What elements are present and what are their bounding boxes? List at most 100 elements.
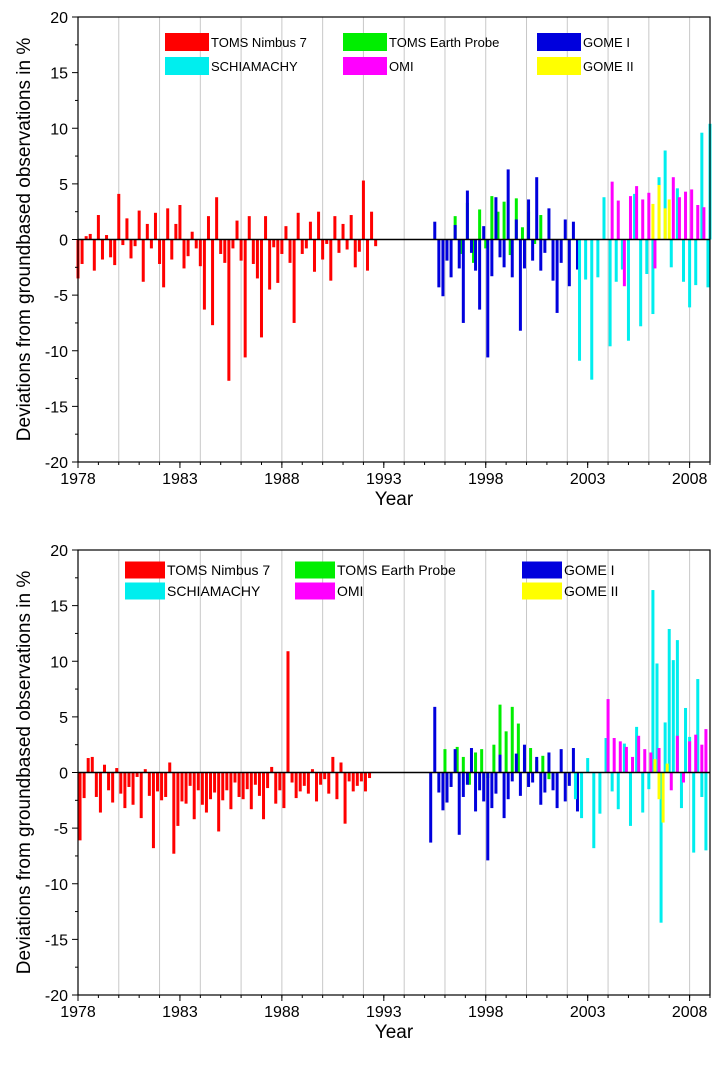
bar-4-3: [624, 746, 628, 773]
legend-swatch: [165, 33, 209, 51]
legend-swatch: [522, 582, 562, 600]
bar-0-17: [145, 223, 149, 240]
bar-2-14: [490, 239, 494, 277]
bar-0-45: [262, 772, 266, 820]
x-tick-label: 1998: [468, 471, 504, 488]
legend-label: SCHIAMACHY: [211, 59, 298, 74]
bar-4-13: [702, 207, 706, 240]
bar-0-0: [78, 772, 82, 841]
bar-2-1: [433, 706, 437, 773]
bar-0-62: [329, 239, 333, 281]
bar-2-10: [469, 748, 473, 773]
bar-2-36: [575, 772, 579, 812]
legend-swatch: [295, 582, 335, 600]
bar-0-57: [308, 221, 312, 240]
bar-3-8: [622, 743, 626, 773]
bar-0-9: [113, 239, 117, 266]
y-tick-label: 20: [50, 10, 68, 27]
bar-3-1: [584, 239, 588, 280]
bar-5-2: [663, 208, 667, 240]
bar-2-31: [555, 772, 559, 809]
bar-2-15: [490, 772, 494, 809]
bar-0-73: [374, 239, 378, 247]
chart-panel-bottom: 20 15 10 5 0 -5 -10 -15 -20 1978 1983 1988 1993 1998 2…: [0, 533, 716, 1065]
bar-1-0: [443, 749, 447, 773]
bar-2-15: [494, 197, 498, 240]
bar-1-5: [484, 239, 488, 249]
bar-2-28: [547, 208, 551, 240]
bar-2-19: [510, 239, 514, 278]
bar-2-27: [543, 239, 547, 253]
bar-0-19: [153, 212, 157, 240]
bar-0-4: [92, 239, 96, 271]
bar-1-10: [504, 731, 508, 773]
bar-0-21: [162, 239, 166, 288]
bar-0-13: [129, 239, 133, 259]
bar-0-72: [370, 211, 374, 240]
bar-4-2: [618, 741, 622, 773]
bar-0-38: [231, 239, 235, 249]
bar-0-41: [245, 772, 249, 790]
bar-0-18: [149, 239, 153, 249]
bar-0-61: [327, 772, 331, 794]
bar-0-24: [176, 772, 180, 826]
bar-3-16: [675, 188, 679, 240]
bar-5-0: [653, 759, 657, 773]
bar-4-0: [606, 699, 610, 773]
bar-2-9: [469, 239, 473, 253]
bar-3-19: [694, 239, 698, 286]
y-tick-label: -5: [54, 288, 68, 305]
bar-0-5: [98, 772, 102, 813]
bar-3-15: [669, 239, 673, 268]
bar-2-7: [461, 239, 465, 323]
bar-0-62: [331, 756, 335, 773]
bar-5-1: [657, 184, 661, 240]
bar-1-1: [459, 239, 463, 254]
bar-0-36: [225, 772, 229, 791]
y-tick-label: 0: [59, 766, 68, 783]
legend-label: TOMS Nimbus 7: [211, 35, 307, 50]
bar-3-16: [663, 722, 667, 773]
bar-0-58: [315, 772, 319, 802]
bar-0-32: [206, 216, 210, 240]
bar-0-13: [131, 772, 135, 805]
y-tick-label: 10: [50, 654, 68, 671]
bar-0-11: [123, 772, 127, 809]
y-tick-label: 15: [50, 66, 68, 83]
bar-0-23: [170, 239, 174, 260]
x-tick-label: 1978: [60, 471, 96, 488]
bar-5-1: [657, 772, 661, 800]
bar-2-23: [527, 199, 531, 240]
bar-0-31: [204, 772, 208, 813]
bar-3-25: [700, 772, 704, 797]
bar-0-7: [105, 235, 109, 240]
bar-3-1: [580, 772, 584, 819]
bar-0-47: [270, 766, 274, 773]
bar-0-41: [243, 239, 247, 358]
bar-3-11: [641, 772, 645, 813]
bar-2-35: [575, 239, 579, 270]
bar-2-31: [559, 239, 563, 263]
bar-0-2: [84, 236, 88, 240]
bar-0-23: [172, 772, 176, 854]
y-tick-label: -10: [45, 877, 68, 894]
bar-2-18: [506, 169, 510, 240]
x-tick-label: 2003: [570, 1004, 606, 1021]
bar-0-14: [133, 239, 137, 247]
y-tick-label: 5: [59, 710, 68, 727]
bar-0-16: [143, 769, 147, 773]
bar-0-48: [274, 772, 278, 804]
bar-3-7: [616, 772, 620, 810]
legend-label: GOME II: [564, 583, 618, 599]
bar-3-20: [700, 132, 704, 240]
bar-0-52: [290, 772, 294, 783]
x-tick-label: 1988: [264, 471, 300, 488]
legend-label: SCHIAMACHY: [167, 583, 261, 599]
bar-0-46: [266, 772, 270, 789]
bar-2-23: [522, 744, 526, 773]
bar-0-56: [306, 772, 310, 794]
bar-2-20: [514, 219, 518, 240]
bar-1-14: [529, 748, 533, 773]
